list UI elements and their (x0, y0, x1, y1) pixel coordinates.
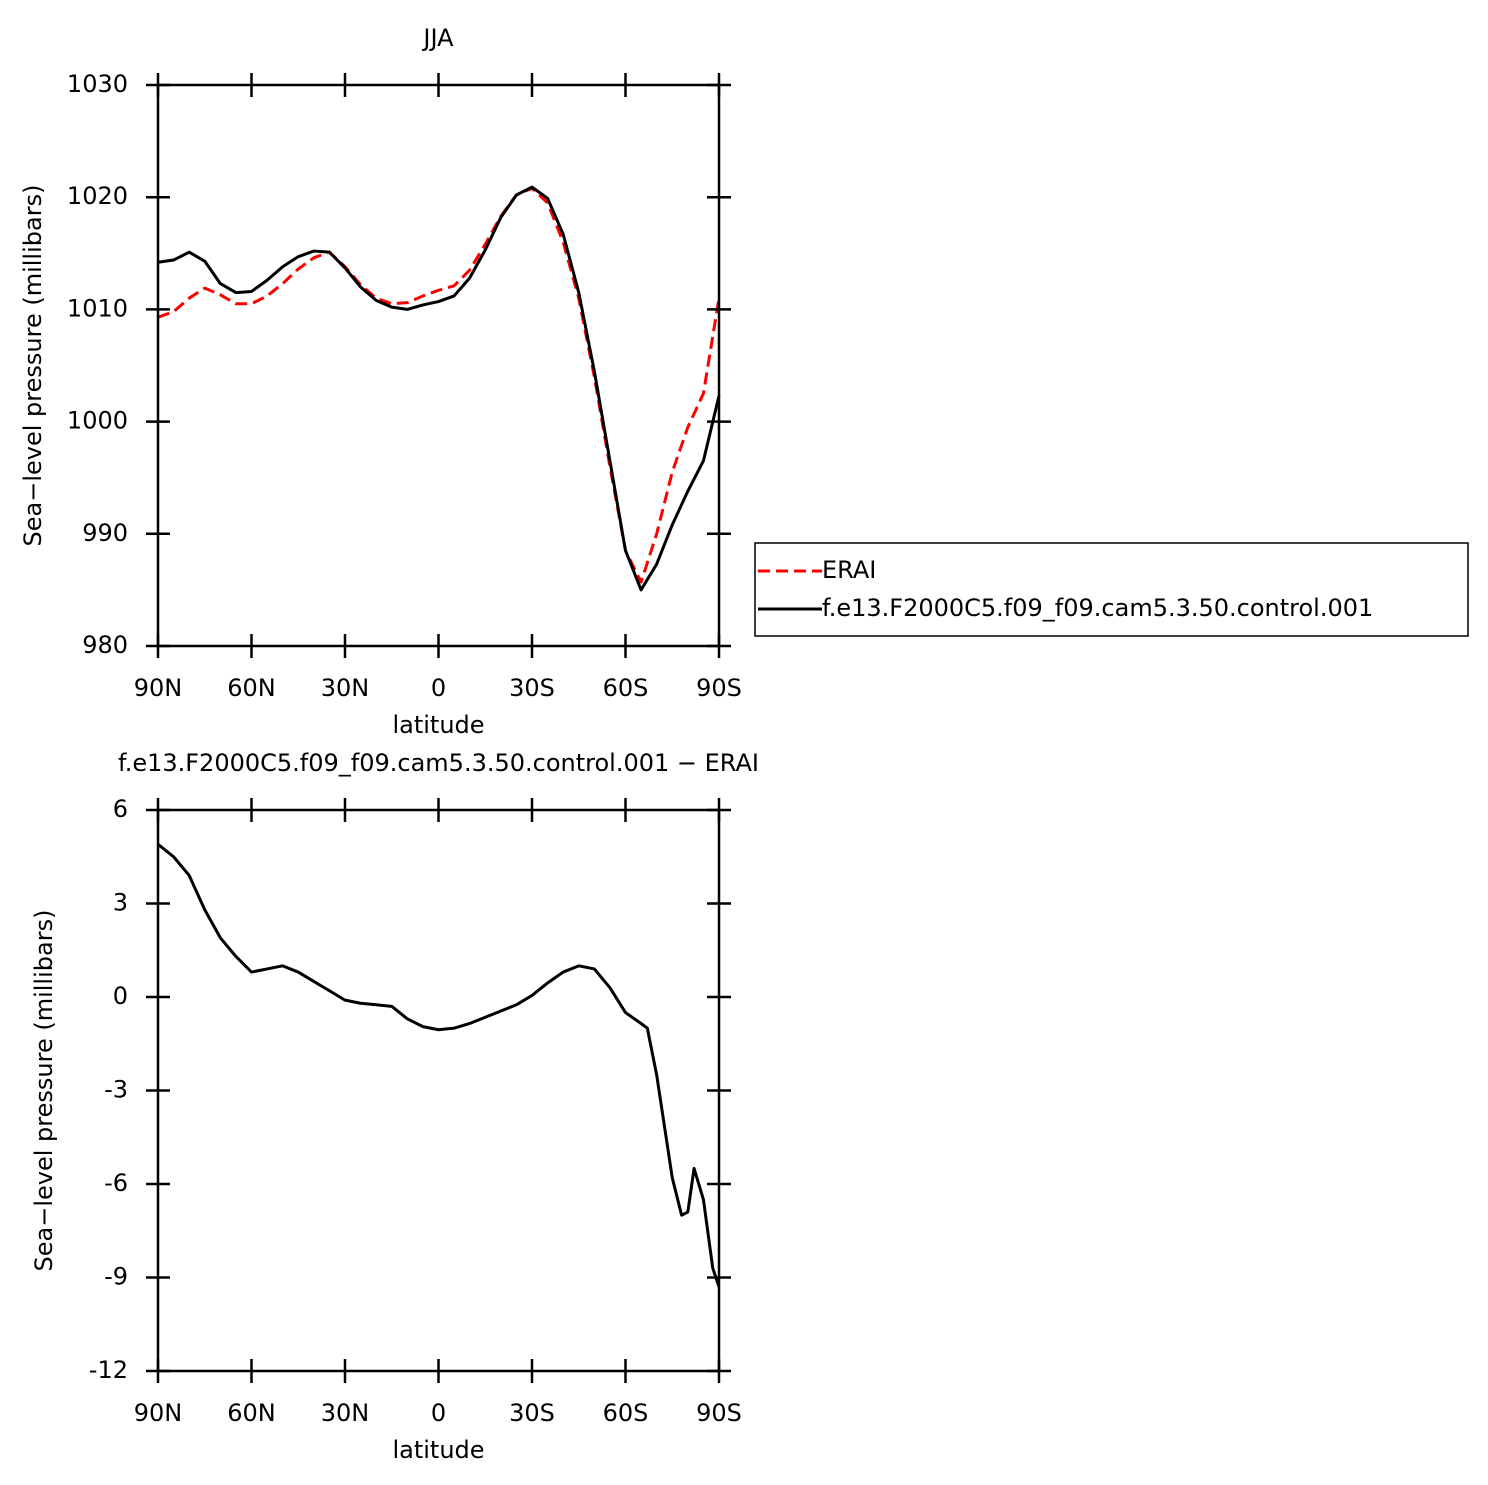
chart-title: f.e13.F2000C5.f09_f09.cam5.3.50.control.… (118, 749, 759, 777)
x-tick-label: 90N (134, 1399, 183, 1427)
y-tick-label: 3 (113, 889, 128, 917)
y-tick-label: 6 (113, 795, 128, 823)
y-axis-title: Sea−level pressure (millibars) (30, 910, 58, 1272)
x-tick-label: 90S (696, 674, 742, 702)
x-tick-label: 0 (431, 674, 446, 702)
x-tick-label: 30N (321, 1399, 370, 1427)
x-tick-label: 30S (509, 1399, 555, 1427)
y-tick-label: 980 (82, 631, 128, 659)
plot-frame (156, 808, 721, 1373)
x-tick-label: 0 (431, 1399, 446, 1427)
y-tick-label: -9 (104, 1263, 128, 1291)
y-tick-label: 1000 (67, 407, 128, 435)
x-tick-label: 90S (696, 1399, 742, 1427)
y-tick-label: 1010 (67, 294, 128, 322)
data-line (157, 185, 721, 592)
y-tick-label: 1030 (67, 70, 128, 98)
x-tick-label: 60N (227, 1399, 276, 1427)
data-line (157, 843, 721, 1288)
data-line (157, 186, 721, 584)
x-tick-label: 30N (321, 674, 370, 702)
legend-label: ERAI (822, 556, 876, 584)
y-tick-label: -12 (89, 1356, 128, 1384)
y-tick-label: 0 (113, 982, 128, 1010)
chart-title: JJA (421, 24, 454, 52)
x-tick-label: 30S (509, 674, 555, 702)
y-axis-title: Sea−level pressure (millibars) (19, 185, 47, 547)
y-tick-label: -3 (104, 1076, 128, 1104)
plot-frame (156, 83, 721, 648)
y-tick-label: 1020 (67, 182, 128, 210)
x-axis-title: latitude (392, 1436, 484, 1464)
x-tick-label: 60N (227, 674, 276, 702)
legend-label: f.e13.F2000C5.f09_f09.cam5.3.50.control.… (822, 594, 1373, 622)
legend-box (754, 542, 1469, 637)
x-tick-label: 90N (134, 674, 183, 702)
x-tick-label: 60S (603, 1399, 649, 1427)
y-tick-label: 990 (82, 519, 128, 547)
x-tick-label: 60S (603, 674, 649, 702)
x-axis-title: latitude (392, 711, 484, 739)
y-tick-label: -6 (104, 1169, 128, 1197)
